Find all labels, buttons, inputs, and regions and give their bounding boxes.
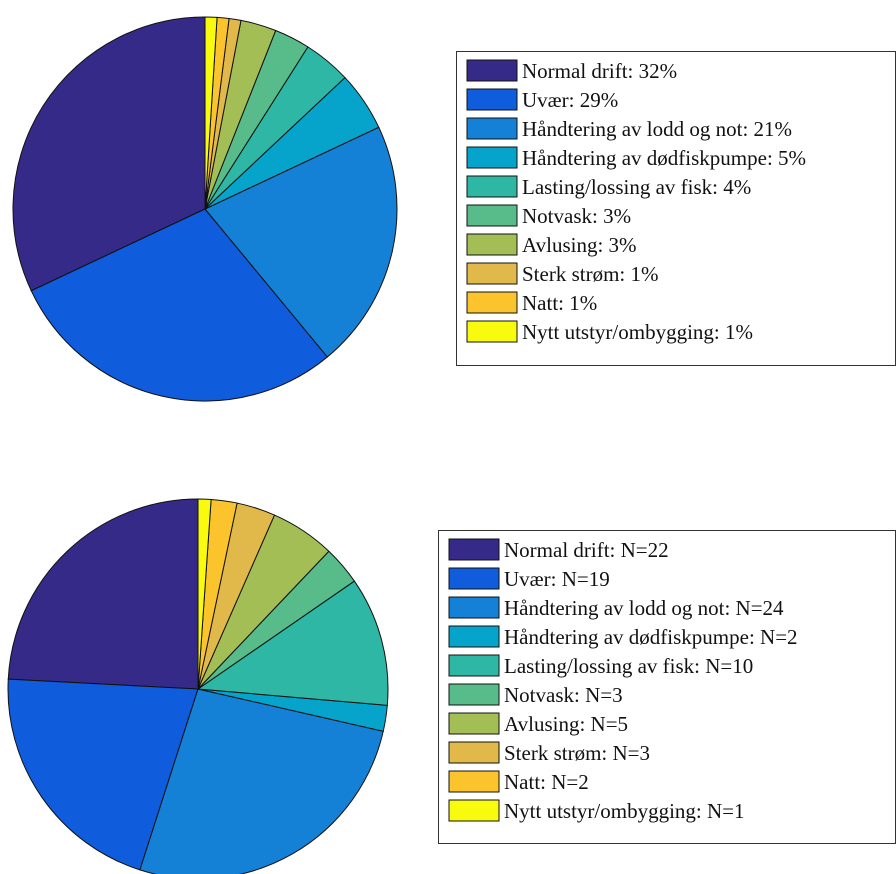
legend-label-natt: Natt: 1%: [522, 291, 597, 315]
legend-label-handtering-av-dodfiskpumpe: Håndtering av dødfiskpumpe: 5%: [522, 146, 806, 170]
legend-label-sterk-strom: Sterk strøm: N=3: [504, 741, 650, 765]
legend-label-avlusing: Avlusing: 3%: [522, 233, 637, 257]
legend-label-avlusing: Avlusing: N=5: [504, 712, 628, 736]
legend-label-lasting-lossing-av-fisk: Lasting/lossing av fisk: N=10: [504, 654, 753, 678]
pie-slice-nytt-utstyr-ombygging: [197, 498, 212, 690]
pie-slice-handtering-av-lodd-og-not: [204, 126, 398, 358]
legend-swatch-handtering-av-lodd-og-not: [466, 117, 518, 140]
legend-swatch-natt: [448, 770, 500, 793]
legend-swatch-lasting-lossing-av-fisk: [448, 654, 500, 677]
legend-label-uvaer: Uvær: N=19: [504, 567, 610, 591]
legend-swatch-uvaer: [466, 88, 518, 111]
legend-swatch-notvask: [466, 204, 518, 227]
legend-label-normal-drift: Normal drift: N=22: [504, 538, 669, 562]
legend-label-lasting-lossing-av-fisk: Lasting/lossing av fisk: 4%: [522, 175, 751, 199]
pie-slice-nytt-utstyr-ombygging: [204, 16, 218, 210]
pie-slice-normal-drift: [7, 498, 199, 690]
legend-swatch-sterk-strom: [466, 262, 518, 285]
legend-swatch-lasting-lossing-av-fisk: [466, 175, 518, 198]
legend-swatch-notvask: [448, 683, 500, 706]
legend-swatch-uvaer: [448, 567, 500, 590]
legend-swatch-natt: [466, 291, 518, 314]
pie-chart-percent: Normal drift: 32% Uvær: 29% Håndtering av …: [12, 16, 896, 402]
pie-slice-uvaer: [30, 208, 329, 402]
legend-label-natt: Natt: N=2: [504, 770, 589, 794]
legend-label-nytt-utstyr-ombygging: Nytt utstyr/ombygging: N=1: [504, 799, 745, 823]
legend-label-handtering-av-lodd-og-not: Håndtering av lodd og not: 21%: [522, 117, 792, 141]
legend-swatch-avlusing: [448, 712, 500, 735]
legend-swatch-normal-drift: [448, 538, 500, 561]
pie-slice-handtering-av-lodd-og-not: [139, 688, 384, 874]
pie-chart-counts: Normal drift: N=22 Uvær: N=19 Håndtering a…: [7, 498, 896, 874]
pie-slice-lasting-lossing-av-fisk: [196, 580, 389, 706]
legend-swatch-normal-drift: [466, 59, 518, 82]
legend-swatch-handtering-av-lodd-og-not: [448, 596, 500, 619]
legend-label-nytt-utstyr-ombygging: Nytt utstyr/ombygging: 1%: [522, 320, 753, 344]
legend-swatch-avlusing: [466, 233, 518, 256]
legend-swatch-nytt-utstyr-ombygging: [448, 799, 500, 822]
legend-box: [438, 530, 896, 844]
legend-label-normal-drift: Normal drift: 32%: [522, 59, 677, 83]
legend-label-notvask: Notvask: 3%: [522, 204, 631, 228]
legend-label-sterk-strom: Sterk strøm: 1%: [522, 262, 659, 286]
legend-label-handtering-av-dodfiskpumpe: Håndtering av dødfiskpumpe: N=2: [504, 625, 798, 649]
pie-slice-normal-drift: [12, 16, 206, 292]
pie-slice-uvaer: [7, 678, 199, 871]
legend-swatch-sterk-strom: [448, 741, 500, 764]
legend-swatch-handtering-av-dodfiskpumpe: [448, 625, 500, 648]
legend-label-notvask: Notvask: N=3: [504, 683, 623, 707]
legend-label-uvaer: Uvær: 29%: [522, 88, 618, 112]
legend-swatch-handtering-av-dodfiskpumpe: [466, 146, 518, 169]
legend-label-handtering-av-lodd-og-not: Håndtering av lodd og not: N=24: [504, 596, 784, 620]
legend-swatch-nytt-utstyr-ombygging: [466, 320, 518, 343]
legend-box: [456, 51, 896, 366]
